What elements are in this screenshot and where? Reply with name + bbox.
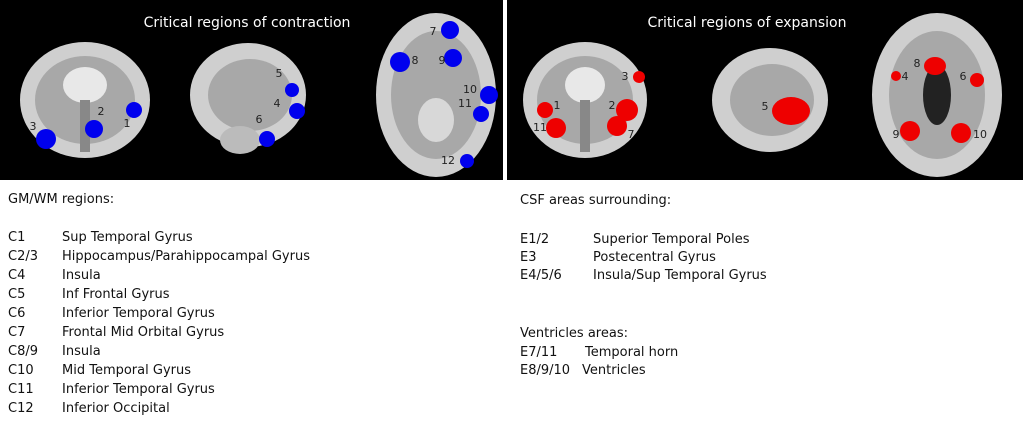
region-label: 2 [609, 99, 616, 112]
region-name: Ventricles [582, 363, 646, 378]
region-name: Hippocampus/Parahippocampal Gyrus [62, 249, 310, 264]
region-label: 9 [893, 128, 900, 141]
region-label: 6 [960, 70, 967, 83]
region-label: 9 [439, 54, 446, 67]
region-name: Postecentral Gyrus [593, 250, 716, 265]
region-label: 11 [533, 121, 547, 134]
region-marker [259, 131, 275, 147]
region-label: 7 [628, 128, 635, 141]
region-label: 3 [30, 120, 37, 133]
region-code: C1 [8, 230, 26, 245]
region-marker [285, 83, 299, 97]
brain-sagittal [190, 43, 306, 154]
region-name: Inferior Occipital [62, 401, 170, 416]
region-label: 11 [458, 97, 472, 110]
region-name: Inf Frontal Gyrus [62, 287, 170, 302]
region-marker [616, 99, 638, 121]
panel-title: Critical regions of expansion [648, 15, 847, 31]
region-label: 4 [274, 97, 281, 110]
region-code: C5 [8, 287, 26, 302]
region-label: 3 [622, 70, 629, 83]
region-label: 5 [762, 100, 769, 113]
region-code: C7 [8, 325, 26, 340]
brain-axial [872, 13, 1002, 177]
region-code: C10 [8, 363, 34, 378]
region-label: 2 [98, 105, 105, 118]
region-code: C6 [8, 306, 26, 321]
region-label: 6 [256, 113, 263, 126]
region-code: C8/9 [8, 344, 38, 359]
region-marker [460, 154, 474, 168]
region-code: E8/9/10 [520, 363, 571, 378]
region-label: 5 [276, 67, 283, 80]
region-name: Temporal horn [585, 345, 679, 360]
region-code: E1/2 [520, 232, 550, 247]
region-marker [85, 120, 103, 138]
region-label: 12 [441, 154, 455, 167]
region-marker [607, 116, 627, 136]
region-code: E4/5/6 [520, 268, 562, 283]
region-label: 8 [914, 57, 921, 70]
region-code: E7/11 [520, 345, 558, 360]
legend-heading: GM/WM regions: [8, 192, 115, 207]
brain-coronal [20, 42, 150, 158]
region-marker [772, 97, 810, 125]
region-code: C2/3 [8, 249, 38, 264]
legend-heading: CSF areas surrounding: [520, 193, 672, 208]
figure-panels: Critical regions of contraction Critical… [0, 0, 1023, 180]
region-name: Insula [62, 344, 101, 359]
region-name: Mid Temporal Gyrus [62, 363, 191, 378]
region-name: Frontal Mid Orbital Gyrus [62, 325, 225, 340]
region-marker [441, 21, 459, 39]
region-code: E3 [520, 250, 537, 265]
region-marker [951, 123, 971, 143]
region-marker [289, 103, 305, 119]
region-label: 7 [430, 25, 437, 38]
brain-sagittal [712, 48, 828, 152]
region-label: 10 [463, 83, 477, 96]
legend-heading: Ventricles areas: [520, 326, 628, 341]
region-marker [126, 102, 142, 118]
region-marker [924, 57, 946, 75]
region-code: C12 [8, 401, 34, 416]
region-label: 1 [124, 117, 131, 130]
region-marker [891, 71, 901, 81]
region-marker [900, 121, 920, 141]
panel-title: Critical regions of contraction [144, 15, 351, 31]
region-marker [36, 129, 56, 149]
region-name: Sup Temporal Gyrus [62, 230, 193, 245]
region-name: Insula [62, 268, 101, 283]
region-marker [633, 71, 645, 83]
region-marker [473, 106, 489, 122]
region-label: 1 [554, 99, 561, 112]
region-marker [970, 73, 984, 87]
region-name: Inferior Temporal Gyrus [62, 306, 215, 321]
region-label: 4 [902, 70, 909, 83]
region-marker [537, 102, 553, 118]
region-label: 10 [973, 128, 987, 141]
region-name: Superior Temporal Poles [593, 232, 750, 247]
region-label: 8 [412, 54, 419, 67]
region-marker [546, 118, 566, 138]
region-name: Insula/Sup Temporal Gyrus [593, 268, 767, 283]
region-code: C11 [8, 382, 34, 397]
region-marker [444, 49, 462, 67]
region-marker [390, 52, 410, 72]
region-name: Inferior Temporal Gyrus [62, 382, 215, 397]
region-marker [480, 86, 498, 104]
region-code: C4 [8, 268, 26, 283]
